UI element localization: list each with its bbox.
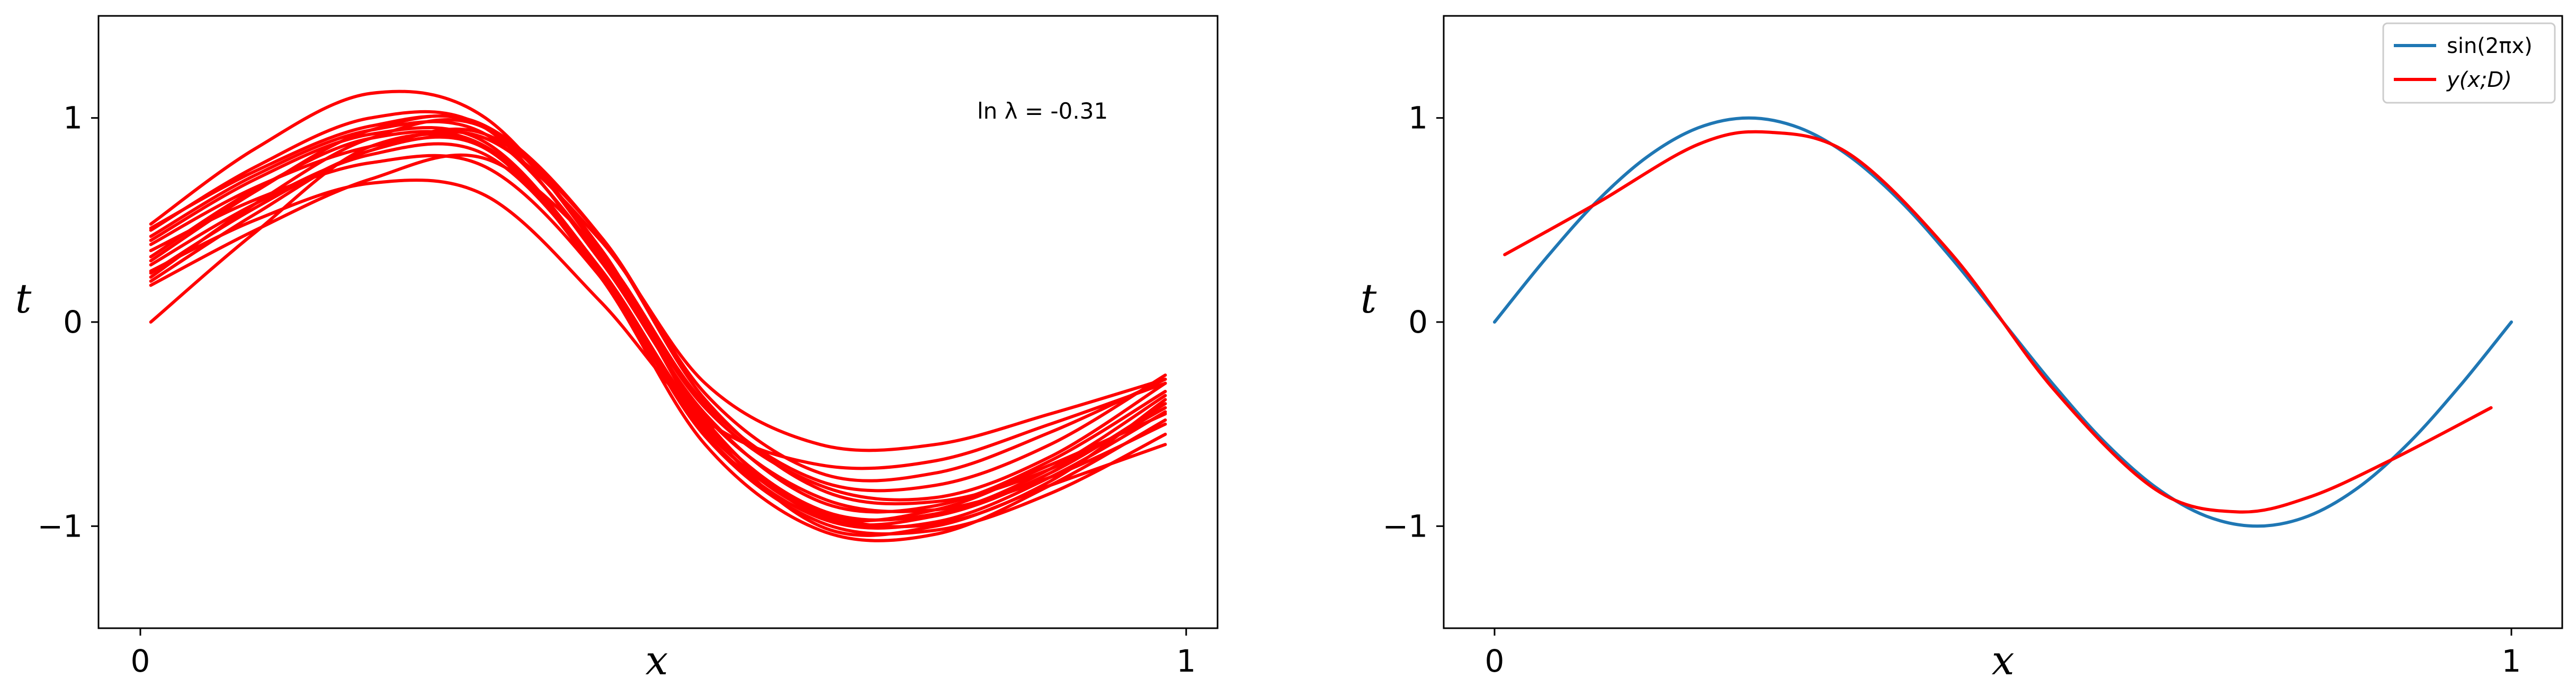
lambda-annotation: ln λ = -0.31: [977, 98, 1108, 124]
right-y-tick-label: 1: [1408, 100, 1428, 136]
legend-label-0: sin(2πx): [2447, 34, 2533, 58]
y-axis-label-right: t: [1361, 275, 1377, 322]
left-y-tick-label: 1: [63, 100, 83, 136]
legend-box: [2382, 22, 2556, 104]
right-y-tick-label: −1: [1383, 508, 1428, 544]
right-x-tick-label: 0: [1485, 643, 1505, 679]
axes-right: 0 1 −1 0 1: [1383, 100, 2521, 679]
fit-curves: [149, 90, 1167, 542]
fit-curve-5: [149, 179, 1167, 470]
fit-curve-2: [149, 90, 1167, 502]
fit-curve-11: [149, 120, 1167, 513]
chart-ensemble-fits: 0 1 −1 0 1 ln λ = -0.31 x t: [15, 15, 1219, 684]
x-axis-label-left: x: [646, 637, 668, 684]
chart-true-vs-fit: 0 1 −1 0 1 x t sin(2πx) y(x;D): [1361, 15, 2563, 684]
fit-curve-15: [149, 127, 1167, 483]
right-x-tick-label: 1: [2502, 643, 2521, 679]
fit-curve-8: [149, 153, 1167, 493]
axes-left: 0 1 −1 0 1: [38, 100, 1196, 679]
right-y-tick-label: 0: [1408, 304, 1428, 340]
y-axis-label-left: t: [15, 275, 32, 322]
series-lines: [1493, 116, 2513, 528]
legend: sin(2πx) y(x;D): [2382, 22, 2556, 104]
left-y-tick-label: 0: [63, 304, 83, 340]
left-x-tick-label: 1: [1176, 643, 1196, 679]
x-axis-label-right: x: [1992, 637, 2015, 684]
left-y-tick-label: −1: [38, 508, 83, 544]
fitted-curve: [1503, 130, 2493, 514]
legend-label-1: y(x;D): [2446, 68, 2512, 92]
left-x-tick-label: 0: [131, 643, 150, 679]
